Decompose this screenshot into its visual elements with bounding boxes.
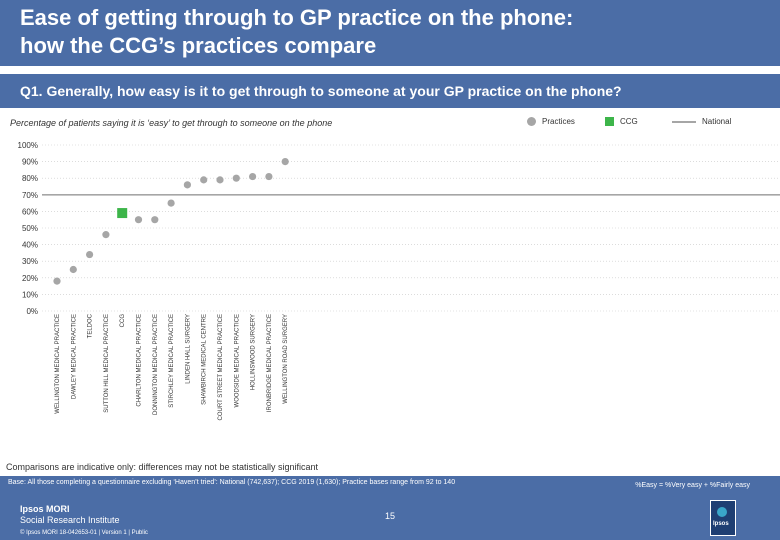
national-line-icon <box>672 120 696 123</box>
legend-national: National <box>672 117 731 126</box>
y-tick-label: 0% <box>26 307 38 316</box>
legend-ccg: CCG <box>605 117 638 126</box>
base-text: Base: All those completing a questionnai… <box>8 479 456 486</box>
ccg-practice-chart: 0% 10% 20% 30% 40% 50% 60% 70% 80% 90% 100% WELLING… <box>18 141 780 420</box>
category-label: SHAWBIRCH MEDICAL CENTRE <box>202 314 208 405</box>
ccg-square-icon <box>605 117 614 126</box>
practice-point <box>86 250 94 259</box>
category-label: DAWLEY MEDICAL PRACTICE <box>71 314 77 399</box>
question-text: Q1. Generally, how easy is it to get thr… <box>20 83 622 99</box>
category-label: COURT STREET MEDICAL PRACTICE <box>218 314 224 420</box>
practice-point <box>265 172 273 181</box>
practice-point <box>151 216 159 224</box>
header-divider <box>0 66 780 74</box>
practice-point <box>134 216 143 224</box>
title-banner: Ease of getting through to GP practice o… <box>0 0 780 66</box>
practice-point <box>200 176 208 184</box>
category-label: HOLLINSWOOD SURGERY <box>251 314 257 390</box>
copyright: © Ipsos MORI 18-042653-01 | Version 1 | … <box>20 530 148 536</box>
category-label: TELDOC <box>88 313 94 338</box>
practice-point <box>249 172 257 181</box>
practice-point <box>232 174 240 182</box>
y-tick-label: 80% <box>22 174 38 183</box>
y-tick-label: 20% <box>22 274 38 283</box>
title-line-2: how the CCG’s practices compare <box>20 33 377 58</box>
legend-practices: Practices <box>527 117 575 126</box>
comparison-note: Comparisons are indicative only: differe… <box>6 462 318 472</box>
legend-practices-label: Practices <box>542 117 575 126</box>
category-label: IRONBRIDGE MEDICAL PRACTICE <box>267 314 273 412</box>
brand-subtitle: Social Research Institute <box>20 515 120 525</box>
page-number: 15 <box>385 511 396 521</box>
easy-formula: %Easy = %Very easy + %Fairly easy <box>635 482 750 489</box>
practice-point <box>183 181 191 189</box>
y-tick-label: 30% <box>22 257 38 266</box>
footer: Base: All those completing a questionnai… <box>0 476 780 540</box>
y-tick-label: 90% <box>22 158 38 167</box>
practice-point <box>216 176 224 184</box>
practice-dot-icon <box>527 117 536 126</box>
practice-point <box>53 277 61 285</box>
category-label: WOODSIDE MEDICAL PRACTICE <box>234 314 240 407</box>
y-tick-label: 40% <box>22 241 38 250</box>
y-tick-label: 100% <box>18 141 38 150</box>
category-label: WELLINGTON ROAD SURGERY <box>283 314 289 404</box>
practice-point <box>167 199 175 207</box>
logo-text: Ipsos <box>713 521 729 527</box>
category-label: CCG <box>120 314 126 328</box>
category-label: SUTTON HILL MEDICAL PRACTICE <box>104 314 110 413</box>
y-tick-label: 70% <box>22 191 38 200</box>
y-tick-label: 60% <box>22 207 38 216</box>
chart-subtitle: Percentage of patients saying it is ‘eas… <box>10 118 333 128</box>
legend-ccg-label: CCG <box>620 117 638 126</box>
question-banner: Q1. Generally, how easy is it to get thr… <box>0 74 780 108</box>
category-label: DONNINGTON MEDICAL PRACTICE <box>153 314 159 415</box>
y-tick-label: 50% <box>22 224 38 233</box>
logo-mark-icon <box>717 507 727 517</box>
ipsos-logo: Ipsos <box>710 500 736 536</box>
brand: Ipsos MORI Social Research Institute <box>20 504 120 526</box>
category-label: STIRCHLEY MEDICAL PRACTICE <box>169 314 175 408</box>
title-line-1: Ease of getting through to GP practice o… <box>20 5 574 30</box>
brand-name: Ipsos MORI <box>20 504 70 514</box>
practice-point <box>69 265 77 274</box>
practice-point <box>281 158 289 166</box>
ccg-point <box>117 208 128 219</box>
category-label: LINDEN HALL SURGERY <box>185 314 191 384</box>
legend-national-label: National <box>702 117 732 126</box>
y-tick-label: 10% <box>22 290 38 299</box>
category-label: WELLINGTON MEDICAL PRACTICE <box>55 314 61 414</box>
page-title: Ease of getting through to GP practice o… <box>20 4 740 60</box>
practice-point <box>102 231 110 239</box>
category-label: CHARLTON MEDICAL PRACTICE <box>137 314 143 407</box>
